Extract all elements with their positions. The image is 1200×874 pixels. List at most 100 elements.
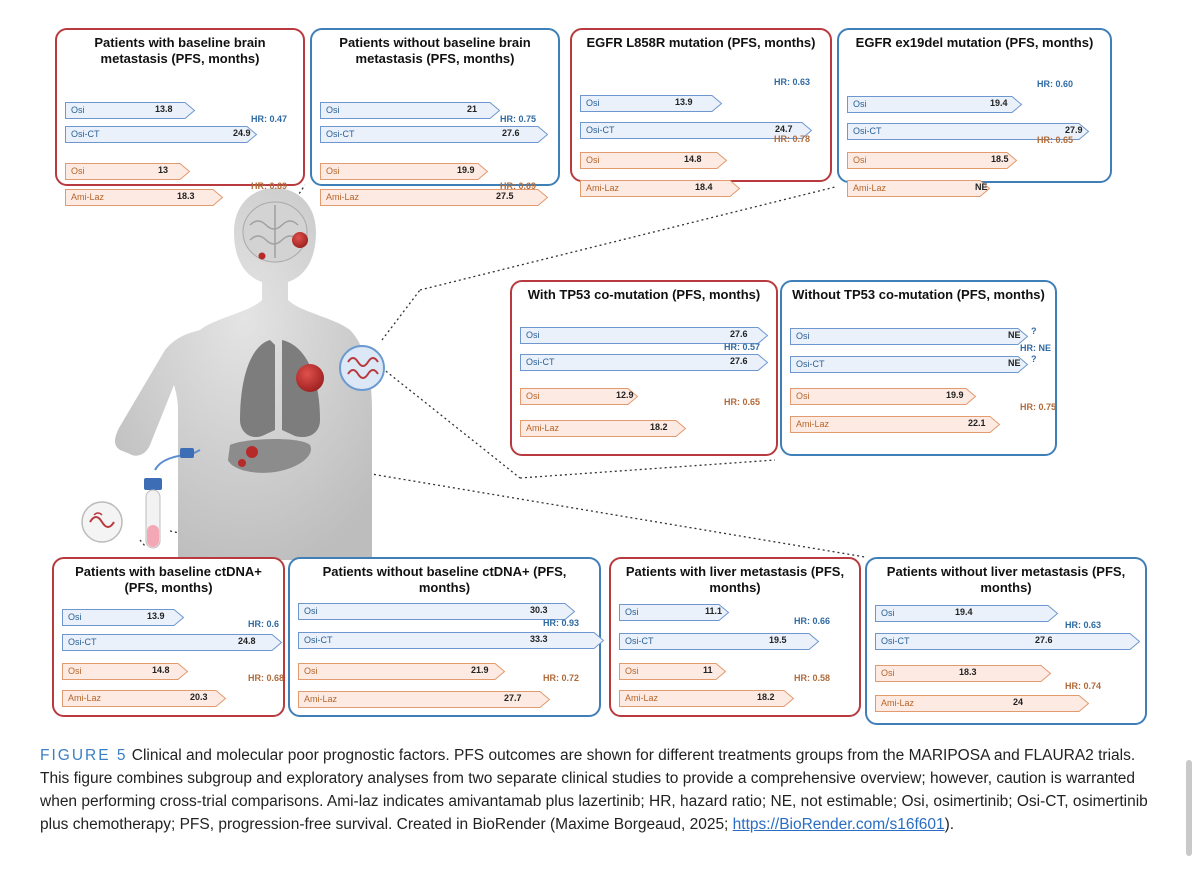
pfs-value: 27.5: [496, 191, 514, 201]
pfs-value: 27.6: [1035, 635, 1053, 645]
arm-label: Osi-CT: [526, 357, 555, 367]
caption-end: ).: [944, 816, 955, 833]
not-estimable-mark: ?: [1031, 354, 1037, 364]
bar-osi-mariposa: Osi 18.3: [875, 665, 1052, 682]
bar-osi-mariposa: Osi 19.9: [320, 163, 489, 180]
bar-ami-laz-mariposa: Ami-Laz NE: [847, 180, 991, 197]
panel-no-ctdna: Patients without baseline ctDNA+ (PFS, m…: [288, 557, 605, 717]
arm-label: Ami-Laz: [586, 183, 620, 193]
bar-osi-mariposa: Osi 12.9: [520, 388, 639, 405]
figure-5: Patients with baseline brain metastasis …: [52, 28, 1147, 725]
panel-title: With TP53 co-mutation (PFS, months): [527, 287, 761, 302]
hazard-ratio-flaura2: HR: 0.60: [1037, 79, 1074, 89]
pfs-value: 19.9: [457, 165, 475, 175]
arm-label: Osi-CT: [68, 637, 97, 647]
blood-tube: [81, 448, 201, 549]
patient-illustration: [81, 184, 866, 560]
panel-title: EGFR ex19del mutation (PFS, months): [855, 35, 1094, 50]
pfs-value: 18.2: [757, 692, 775, 702]
pfs-value: 19.4: [955, 607, 973, 617]
arm-label: Ami-Laz: [625, 693, 659, 703]
pfs-value: 21: [467, 104, 478, 114]
pfs-value: 27.6: [730, 329, 748, 339]
arm-label: Osi: [796, 331, 810, 341]
bar-osi-flaura2: Osi 11.1: [619, 604, 730, 621]
arm-label: Osi: [586, 98, 600, 108]
pfs-value: 19.9: [946, 390, 964, 400]
bar-ami-laz-mariposa: Ami-Laz 20.3: [62, 690, 227, 707]
arm-label: Osi: [71, 166, 85, 176]
pfs-value: 27.7: [504, 693, 522, 703]
pfs-value: 27.6: [502, 128, 520, 138]
bar-osi-ct-flaura2: Osi-CT 24.9: [65, 126, 258, 143]
hazard-ratio-flaura2: HR: 0.63: [774, 77, 811, 87]
hazard-ratio-mariposa: HR: 0.75: [1020, 402, 1057, 412]
panel-brain-met: Patients with baseline brain metastasis …: [55, 28, 305, 206]
body-silhouette: [114, 188, 385, 560]
pfs-value: 24.8: [238, 636, 256, 646]
figure-label: FIGURE 5: [40, 747, 128, 764]
arm-label: Osi: [881, 608, 895, 618]
pfs-value: NE: [975, 182, 988, 192]
bar-ami-laz-mariposa: Ami-Laz 18.4: [580, 180, 741, 197]
bar-ami-laz-mariposa: Ami-Laz 18.3: [65, 189, 224, 206]
bar-osi-flaura2: Osi 13.8: [65, 102, 196, 119]
hazard-ratio-flaura2: HR: 0.93: [543, 618, 580, 628]
panel-title: Without TP53 co-mutation (PFS, months): [792, 287, 1045, 302]
biorender-link[interactable]: https://BioRender.com/s16f601: [732, 816, 945, 833]
panel-title: Patients without baseline brain metastas…: [339, 35, 531, 66]
hazard-ratio-flaura2: HR: 0.6: [248, 619, 280, 629]
bar-osi-mariposa: Osi 21.9: [298, 663, 506, 680]
bar-ami-laz-mariposa: Ami-Laz 27.7: [298, 691, 551, 708]
bar-ami-laz-mariposa: Ami-Laz 24: [875, 695, 1090, 712]
arm-label: Ami-Laz: [796, 419, 830, 429]
arm-label: Osi: [526, 330, 540, 340]
caption-text: Clinical and molecular poor prognostic f…: [40, 747, 1148, 833]
panel-title: Patients without baseline ctDNA+ (PFS, m…: [322, 564, 567, 595]
bar-osi-flaura2: Osi 30.3: [298, 603, 576, 620]
panel-ex19del: EGFR ex19del mutation (PFS, months) Osi 19…: [837, 28, 1112, 197]
arm-label: Osi-CT: [326, 129, 355, 139]
bar-osi-ct-flaura2: Osi-CT 27.6: [520, 354, 769, 371]
not-estimable-mark: ?: [1031, 326, 1037, 336]
panel-ctdna: Patients with baseline ctDNA+ (PFS, mont…: [52, 557, 285, 717]
bar-osi-flaura2: Osi 13.9: [580, 95, 723, 112]
bar-osi-ct-flaura2: Osi-CT NE: [790, 356, 1029, 373]
arm-label: Ami-Laz: [526, 423, 560, 433]
arm-label: Osi: [304, 666, 318, 676]
bar-osi-ct-flaura2: Osi-CT 24.8: [62, 634, 283, 651]
arm-label: Osi: [68, 666, 82, 676]
pfs-value: 13.8: [155, 104, 173, 114]
pfs-value: 20.3: [190, 692, 208, 702]
panel-liver-met: Patients with liver metastasis (PFS, mon…: [609, 557, 861, 717]
bar-osi-mariposa: Osi 14.8: [580, 152, 728, 169]
arm-label: Osi: [326, 166, 340, 176]
pfs-value: 22.1: [968, 418, 986, 428]
bar-osi-mariposa: Osi 18.5: [847, 152, 1018, 169]
pfs-value: 30.3: [530, 605, 548, 615]
hazard-ratio-mariposa: HR: 0.68: [248, 673, 285, 683]
arm-label: Osi: [796, 391, 810, 401]
pfs-value: 24: [1013, 697, 1024, 707]
pfs-value: 18.2: [650, 422, 668, 432]
arm-label: Osi: [625, 607, 639, 617]
arm-label: Osi-CT: [796, 359, 825, 369]
pfs-value: 27.6: [730, 356, 748, 366]
arm-label: Osi: [625, 666, 639, 676]
bar-osi-flaura2: Osi NE: [790, 328, 1029, 345]
bar-osi-ct-flaura2: Osi-CT 33.3: [298, 632, 605, 649]
arm-label: Ami-Laz: [881, 698, 915, 708]
arm-label: Osi-CT: [304, 635, 333, 645]
hazard-ratio-flaura2: HR: 0.47: [251, 114, 288, 124]
bar-osi-flaura2: Osi 21: [320, 102, 501, 119]
scrollbar[interactable]: [1186, 760, 1192, 856]
pfs-value: 11: [703, 665, 713, 675]
bar-osi-ct-flaura2: Osi-CT 24.7: [580, 122, 813, 139]
arm-label: Ami-Laz: [304, 694, 338, 704]
pfs-value: NE: [1008, 358, 1021, 368]
hazard-ratio-mariposa: HR: 0.72: [543, 673, 580, 683]
hazard-ratio-flaura2: HR: 0.66: [794, 616, 831, 626]
panel-title: Patients with baseline brain metastasis …: [94, 35, 266, 66]
pfs-value: 18.3: [959, 667, 977, 677]
arm-label: Osi-CT: [625, 636, 654, 646]
